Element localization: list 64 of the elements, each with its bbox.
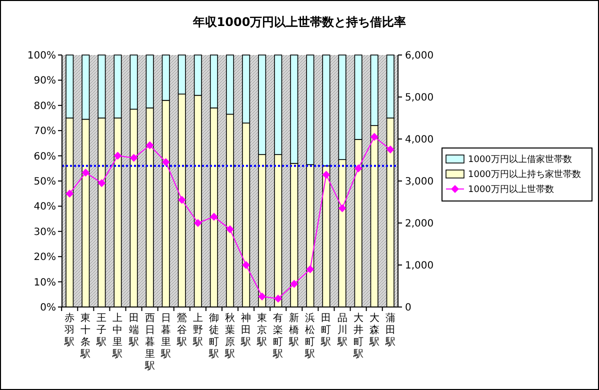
x-tick-label: 上中里駅 xyxy=(112,312,123,360)
legend-label: 1000万円以上持ち家世帯数 xyxy=(468,169,581,180)
point xyxy=(66,190,74,198)
y2-tick-label: 1,000 xyxy=(405,260,434,272)
y-tick-label: 90% xyxy=(34,76,56,87)
point xyxy=(98,179,106,188)
y-tick-label: 30% xyxy=(34,226,56,238)
point xyxy=(322,170,330,179)
y-tick-label: 100% xyxy=(27,50,56,62)
x-tick-label: 王子駅 xyxy=(96,313,107,348)
x-tick-label: 鶯谷駅 xyxy=(176,312,187,348)
x-tick-label: 品川駅 xyxy=(336,313,348,348)
y2-tick-label: 5,000 xyxy=(405,92,434,104)
y-tick-label: 50% xyxy=(34,176,56,188)
x-tick-label: 浜松町駅 xyxy=(304,312,316,360)
x-tick-label: 田町駅 xyxy=(320,313,332,348)
point xyxy=(210,212,218,221)
point xyxy=(82,168,90,177)
x-tick-label: 蒲田駅 xyxy=(384,312,396,348)
x-tick-label: 新橋駅 xyxy=(288,312,300,348)
point xyxy=(258,292,266,300)
x-tick-label: 赤羽駅 xyxy=(64,312,75,348)
y2-tick-label: 4,000 xyxy=(405,134,434,146)
point xyxy=(354,164,362,172)
y2-tick-label: 0 xyxy=(405,302,412,314)
y2-tick-label: 2,000 xyxy=(405,218,434,230)
y-tick-label: 40% xyxy=(34,202,56,213)
x-tick-label: 秋葉原駅 xyxy=(224,312,235,360)
y-tick-label: 20% xyxy=(34,252,56,264)
y-tick-label: 60% xyxy=(34,151,56,162)
y-tick-label: 80% xyxy=(34,100,56,112)
point xyxy=(306,265,314,274)
x-tick-label: 日暮里駅 xyxy=(160,313,171,360)
point xyxy=(274,294,282,303)
point xyxy=(226,225,234,234)
point xyxy=(162,158,170,166)
point xyxy=(146,141,154,150)
x-tick-label: 東京駅 xyxy=(256,312,268,348)
point xyxy=(130,154,138,162)
chart-title: 年収1000万円以上世帯数と持ち借比率 xyxy=(192,15,406,29)
legend-label: 1000万円以上世帯数 xyxy=(468,184,554,196)
x-tick-label: 西日暮里駅 xyxy=(144,313,155,372)
point xyxy=(114,152,122,160)
x-tick-label: 東十条駅 xyxy=(80,312,91,360)
point xyxy=(290,280,298,288)
x-tick-label: 御徒町駅 xyxy=(208,313,219,360)
x-tick-label: 大森駅 xyxy=(368,312,380,348)
point xyxy=(242,261,250,269)
y-tick-label: 70% xyxy=(34,126,56,138)
point xyxy=(338,204,346,212)
y2-tick-label: 3,000 xyxy=(405,176,434,188)
point xyxy=(386,146,394,154)
legend-label: 1000万円以上借家世帯数 xyxy=(468,154,572,166)
y2-tick-label: 6,000 xyxy=(405,50,434,62)
point xyxy=(370,132,378,141)
x-tick-label: 神田駅 xyxy=(240,312,252,348)
y-tick-label: 10% xyxy=(34,277,56,288)
x-tick-label: 有楽町駅 xyxy=(272,312,284,360)
x-tick-label: 大井町駅 xyxy=(352,312,364,360)
x-tick-label: 上野駅 xyxy=(192,312,203,348)
point xyxy=(194,219,202,227)
y-tick-label: 0% xyxy=(40,302,56,314)
x-tick-label: 田端駅 xyxy=(128,313,139,348)
point xyxy=(178,196,186,204)
